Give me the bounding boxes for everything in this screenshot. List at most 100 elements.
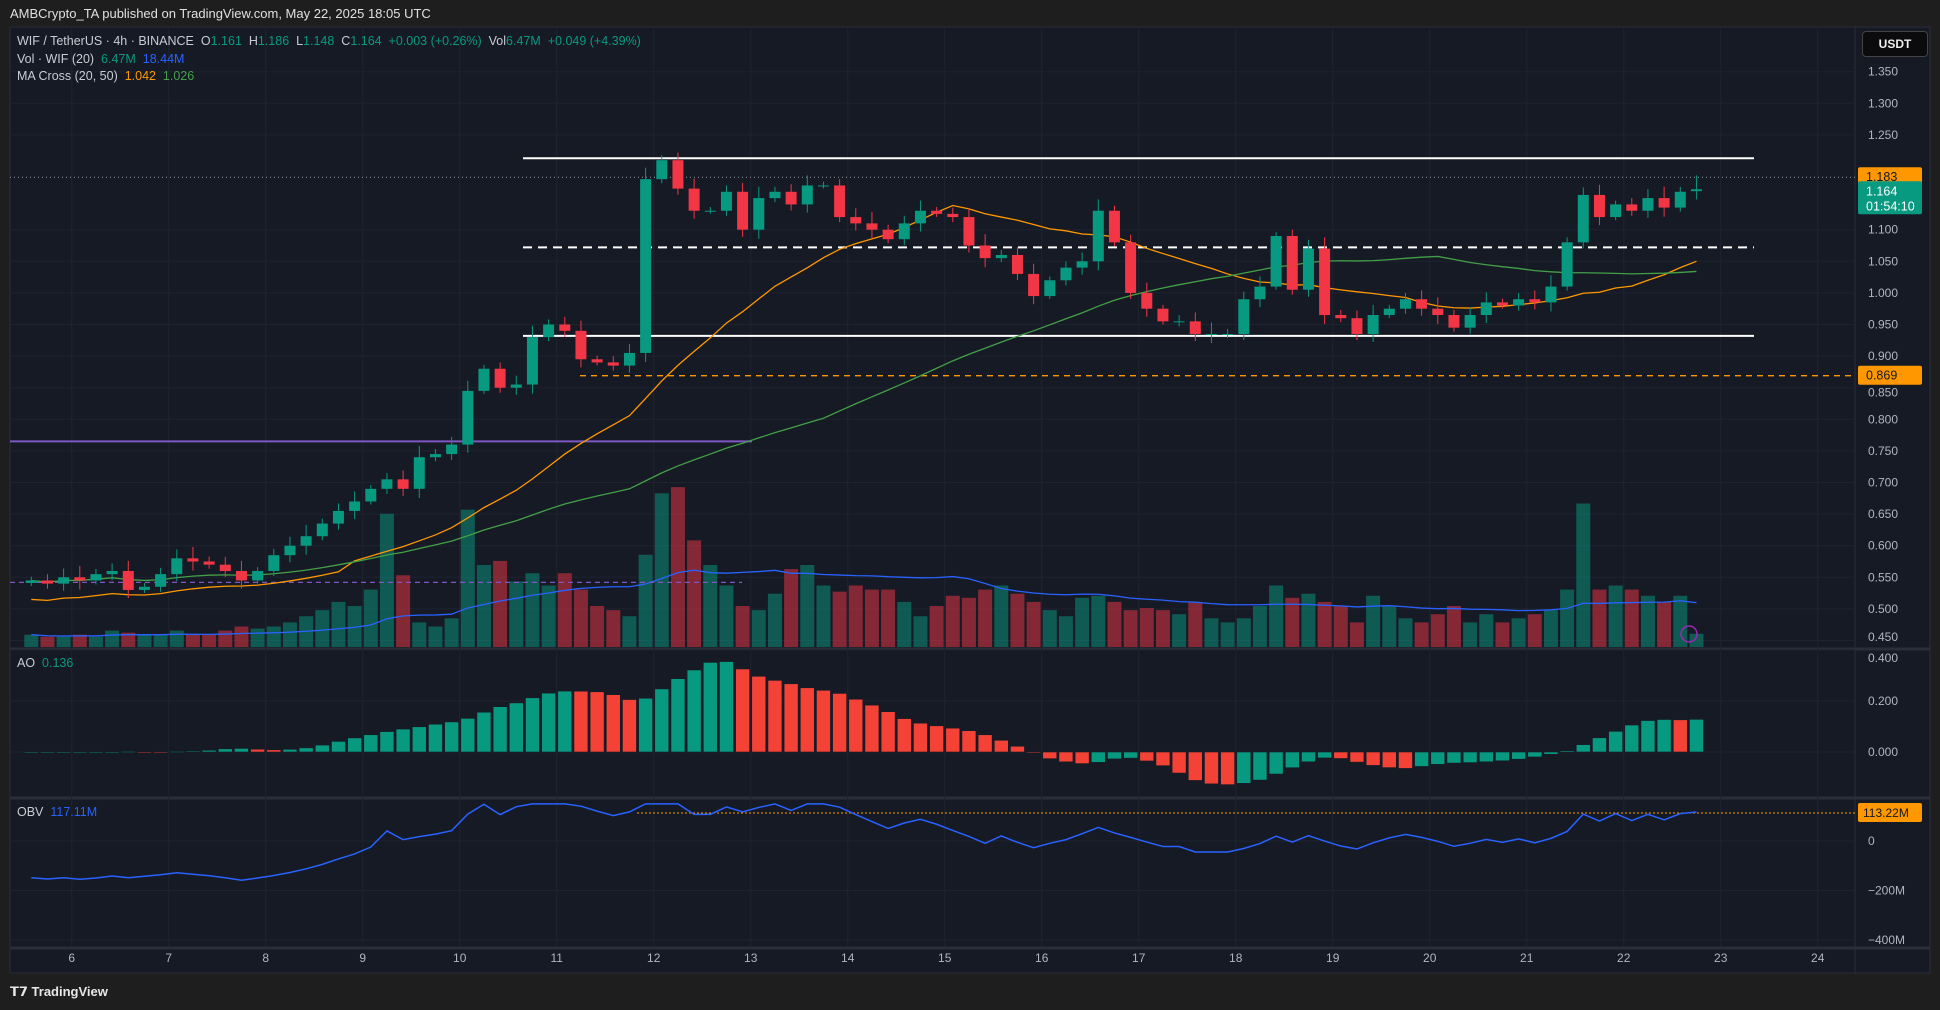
obv-legend[interactable]: OBV 117.11M	[17, 805, 97, 819]
symbol-name[interactable]: WIF / TetherUS · 4h · BINANCE	[17, 34, 194, 48]
candle-down	[688, 188, 700, 211]
volume-bar	[670, 487, 685, 647]
x-tick-label: 24	[1811, 951, 1825, 965]
volume-bar	[590, 606, 605, 647]
ao-bar	[1317, 751, 1332, 759]
ao-bar	[1204, 751, 1219, 785]
currency-button[interactable]: USDT	[1862, 31, 1928, 57]
candle-down	[235, 570, 247, 581]
candle-down	[1529, 299, 1541, 303]
volume-bar	[105, 630, 120, 647]
ao-bar	[1608, 731, 1623, 753]
ao-bar	[638, 697, 653, 753]
ao-bar	[525, 697, 540, 753]
candle-down	[1319, 248, 1331, 316]
ao-bar	[1624, 724, 1640, 753]
volume-bar	[978, 589, 993, 647]
candle-down	[591, 359, 603, 363]
high-value: 1.186	[257, 34, 290, 48]
volume-bar	[1107, 601, 1122, 647]
volume-bar	[1172, 614, 1187, 647]
volume-bar	[476, 565, 491, 647]
candle-down	[866, 223, 878, 230]
candle-up	[526, 337, 538, 385]
ao-tick-label: 0.400	[1868, 651, 1898, 665]
ao-bar	[314, 744, 330, 753]
price-tick-label: 0.950	[1868, 318, 1898, 332]
obv-tick-label: −400M	[1868, 933, 1905, 947]
x-tick-label: 20	[1423, 951, 1437, 965]
candle-up	[1690, 189, 1702, 192]
candle-up	[106, 570, 118, 575]
volume-bar	[1204, 618, 1219, 647]
candle-up	[365, 488, 377, 502]
volume-legend[interactable]: Vol · WIF (20) 6.47M 18.44M	[17, 52, 184, 66]
ao-bar	[1559, 750, 1575, 753]
volume-bar	[1382, 606, 1397, 647]
tradingview-logo[interactable]: 𝗧𝟳 TradingView	[10, 984, 108, 1000]
ao-value: 0.136	[42, 656, 74, 670]
ao-bar	[56, 751, 71, 754]
candle-up	[801, 185, 813, 205]
candle-up	[90, 574, 102, 581]
candle-up	[720, 191, 732, 211]
candle-down	[1028, 273, 1040, 297]
price-tick-label: 0.750	[1868, 444, 1898, 458]
volume-ma-line	[31, 569, 1697, 637]
candle-down	[963, 217, 975, 246]
volume-bar	[638, 554, 653, 647]
ao-bar	[977, 734, 993, 753]
candle-up	[510, 384, 522, 388]
volume-bar	[153, 634, 168, 647]
vol-value: 6.47M	[506, 34, 541, 48]
ao-bar	[1123, 751, 1138, 759]
candle-up	[543, 324, 555, 338]
ao-bar	[654, 688, 670, 753]
volume-bar	[832, 591, 847, 647]
ao-bar	[1511, 751, 1526, 760]
candle-up	[1642, 198, 1654, 211]
change-value: +0.003 (+0.26%)	[388, 34, 482, 48]
ao-bar	[1026, 751, 1041, 754]
ao-bar	[266, 749, 282, 753]
x-tick-label: 6	[68, 951, 75, 965]
volume-bar	[848, 585, 863, 647]
volume-bar	[379, 513, 394, 647]
ao-legend[interactable]: AO 0.136	[17, 656, 73, 670]
candles	[25, 152, 1702, 599]
published-caption: AMBCrypto_TA published on TradingView.co…	[10, 6, 431, 21]
volume-bar	[444, 618, 459, 647]
volume-bar	[1657, 601, 1672, 647]
volume-bar	[250, 628, 265, 647]
candle-up	[817, 185, 829, 187]
ma-cross-legend[interactable]: MA Cross (20, 50) 1.042 1.026	[17, 69, 194, 83]
low-value: 1.148	[303, 34, 335, 48]
x-tick-label: 11	[550, 951, 563, 965]
volume-bar	[1026, 601, 1041, 647]
ao-bar	[460, 718, 476, 753]
volume-bar	[1042, 610, 1057, 647]
volume-indicator-name: Vol · WIF (20)	[17, 52, 95, 66]
volume-bar	[347, 606, 362, 647]
candle-up	[1367, 315, 1379, 334]
volume-bar	[1479, 614, 1494, 647]
ao-bar	[88, 751, 104, 754]
ao-bar	[1365, 751, 1381, 766]
ao-bar	[1236, 751, 1252, 784]
candle-up	[1464, 315, 1476, 328]
candle-down	[74, 577, 86, 581]
volume-bar	[1576, 503, 1591, 647]
volume-bar	[751, 610, 766, 647]
volume-bar	[1560, 589, 1575, 647]
candle-down	[931, 210, 943, 214]
candle-up	[914, 210, 926, 224]
volume-bar	[1301, 593, 1316, 647]
volume-bar	[1252, 606, 1267, 647]
price-tick-label: 0.600	[1868, 539, 1898, 553]
ao-bar	[1090, 751, 1106, 763]
ao-bar	[298, 747, 314, 753]
candle-down	[203, 561, 215, 565]
ao-bar	[1462, 751, 1478, 763]
